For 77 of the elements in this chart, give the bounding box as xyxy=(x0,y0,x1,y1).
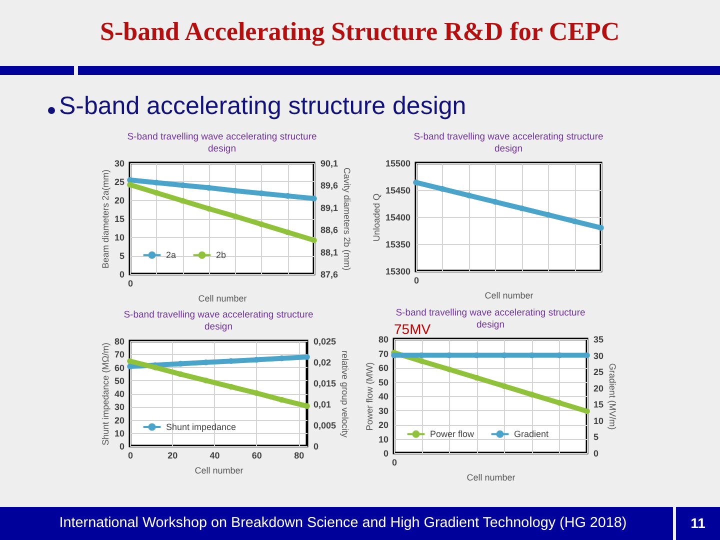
y-tick-label: 0 xyxy=(119,442,124,452)
y-tick-label: 60 xyxy=(114,362,124,373)
y-tick-label: 20 xyxy=(114,196,124,206)
x-tick-label: 20 xyxy=(168,450,178,460)
y2-tick-label: 10 xyxy=(594,416,604,426)
y-tick-label: 15400 xyxy=(385,212,410,222)
y-tick-label: 70 xyxy=(378,348,388,359)
legend-label: 2a xyxy=(166,250,176,260)
y2-tick-label: 0 xyxy=(314,442,319,452)
x-axis-title: Cell number xyxy=(484,290,534,300)
y-tick-label: 5 xyxy=(119,251,124,261)
legend-label: 2b xyxy=(216,250,226,260)
text: International Workshop on Breakdown Science and High Gradient Technology (HG 2018) xyxy=(58,515,628,531)
y2-tick-label: 5 xyxy=(594,432,599,442)
y-tick-label: 15 xyxy=(114,214,124,224)
x-tick-label: 40 xyxy=(210,450,220,460)
y2-tick-label: 90,1 xyxy=(320,158,338,168)
y2-tick-label: 20 xyxy=(594,383,604,394)
y2-tick-label: 89,1 xyxy=(320,202,338,213)
y-tick-label: 15300 xyxy=(385,266,410,276)
y-axis-title: Unloaded Q xyxy=(371,193,382,242)
chart-title: S-band travelling wave accelerating structure design xyxy=(127,132,317,154)
y2-tick-label: 30 xyxy=(594,350,604,361)
y-tick-label: 20 xyxy=(378,420,388,430)
y-tick-label: 15500 xyxy=(385,158,410,168)
y2-tick-label: 88,6 xyxy=(320,225,338,236)
y2-tick-label: 0,01 xyxy=(314,400,332,410)
x-tick-label: 60 xyxy=(252,450,262,460)
y2-tick-label: 35 xyxy=(594,334,604,344)
y-tick-label: 10 xyxy=(114,232,124,242)
y-tick-label: 30 xyxy=(114,402,124,412)
y-tick-label: 30 xyxy=(378,406,388,416)
text: S-band accelerating structure design xyxy=(59,92,466,121)
y2-axis-title: Cavity diameters 2b (mm) xyxy=(342,167,352,271)
y2-axis-title: relative group velocity xyxy=(340,350,350,438)
y-tick-label: 15350 xyxy=(385,240,410,250)
y2-axis-title: Gradient (MV/m) xyxy=(608,363,618,430)
y-tick-label: 25 xyxy=(114,177,124,187)
y-tick-label: 40 xyxy=(378,392,388,402)
y-tick-label: 80 xyxy=(114,336,124,346)
y-axis-title: Power flow (MW) xyxy=(364,362,374,431)
y2-tick-label: 87,6 xyxy=(320,270,338,280)
y2-tick-label: 89,6 xyxy=(320,180,338,191)
y-tick-label: 50 xyxy=(114,376,124,386)
y-axis-title: Shunt impedance (MΩ/m) xyxy=(100,342,110,446)
text: 11 xyxy=(690,515,706,531)
x-tick-label: 80 xyxy=(294,450,304,460)
x-axis-title: Cell number xyxy=(198,294,247,304)
y2-tick-label: 15 xyxy=(594,400,604,410)
x-axis-title: Cell number xyxy=(466,472,516,482)
text: 75MV xyxy=(394,321,432,337)
y2-tick-label: 88,1 xyxy=(320,247,338,258)
y-tick-label: 50 xyxy=(378,377,388,388)
y2-tick-label: 0,015 xyxy=(314,378,336,388)
legend-label: Power flow xyxy=(430,429,475,440)
y2-tick-label: 0,005 xyxy=(314,420,336,430)
chart-title: S-band travelling wave accelerating structure design xyxy=(124,310,314,332)
legend-label: Gradient xyxy=(514,429,550,440)
y-tick-label: 10 xyxy=(378,434,388,444)
y2-tick-label: 0,02 xyxy=(314,358,332,368)
text: S-band Accelerating Structure R&D for CEPC xyxy=(100,17,620,47)
y-tick-label: 40 xyxy=(114,389,124,399)
y-tick-label: 10 xyxy=(114,428,124,438)
y-tick-label: 80 xyxy=(378,334,388,344)
y-tick-label: 20 xyxy=(114,415,124,426)
y2-tick-label: 25 xyxy=(594,367,604,378)
y-tick-label: 0 xyxy=(119,270,124,280)
legend-label: Shunt impedance xyxy=(166,422,236,432)
y-axis-title: Beam diameters 2a(mm) xyxy=(100,169,110,269)
y-tick-label: 15450 xyxy=(385,186,410,196)
y-tick-label: 70 xyxy=(114,350,124,360)
y-tick-label: 30 xyxy=(114,158,124,168)
x-axis-title: Cell number xyxy=(194,466,244,476)
chart-title: S-band travelling wave accelerating structure design xyxy=(414,132,604,154)
y-tick-label: 60 xyxy=(378,363,388,373)
y2-tick-label: 0,025 xyxy=(314,336,336,346)
x-tick-label: 0 xyxy=(128,450,134,460)
